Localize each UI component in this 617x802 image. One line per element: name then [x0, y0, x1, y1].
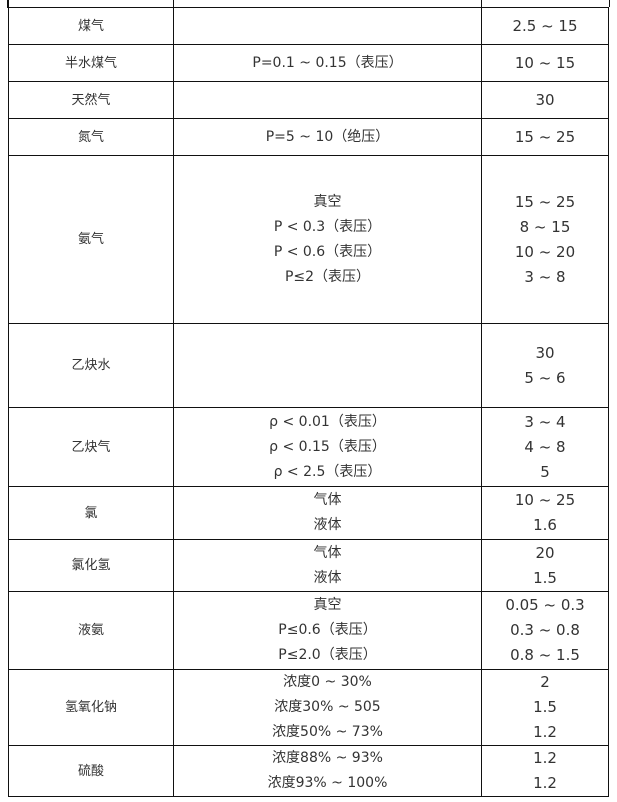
- condition-line: ρ < 2.5（表压）: [273, 463, 382, 480]
- velocity-value: 15 ~ 25: [514, 192, 576, 211]
- condition-cell: [173, 8, 481, 44]
- condition-line: 浓度0 ~ 30%: [283, 674, 372, 690]
- table-row: 天然气 30: [8, 82, 609, 119]
- condition-line: 液体: [313, 569, 342, 586]
- condition-cell: P=0.1 ~ 0.15（表压）: [173, 45, 481, 81]
- condition-line: 浓度30% ~ 505: [274, 699, 381, 715]
- table-row: 氮气 P=5 ~ 10（绝压） 15 ~ 25: [8, 119, 609, 156]
- velocity-value: 5 ~ 6: [524, 368, 566, 387]
- condition-cell: 气体 液体: [173, 540, 481, 591]
- velocity-value: 0.3 ~ 0.8: [510, 621, 580, 639]
- border-stub: [8, 0, 9, 7]
- table-row: 氨气 真空 P < 0.3（表压） P < 0.6（表压） P≤2（表压） 15 ~ 25…: [8, 156, 609, 324]
- velocity-value: 1.5: [533, 698, 557, 716]
- medium-cell: 煤气: [8, 8, 173, 44]
- velocity-value: 2: [540, 673, 550, 691]
- velocity-value: 10 ~ 15: [514, 53, 576, 72]
- medium-cell: 液氨: [8, 592, 173, 669]
- condition-line: P=5 ~ 10（绝压）: [265, 128, 390, 145]
- table-row: 氢氧化钠 浓度0 ~ 30% 浓度30% ~ 505 浓度50% ~ 73% 2 1.5 1…: [8, 670, 609, 746]
- velocity-value: 3 ~ 4: [524, 412, 566, 431]
- velocity-cell: 1.2 1.2: [481, 746, 609, 796]
- border-stub: [609, 0, 610, 7]
- medium-cell: 氨气: [8, 156, 173, 323]
- velocity-value: 0.8 ~ 1.5: [510, 646, 580, 664]
- velocity-value: 30: [535, 343, 555, 362]
- medium-cell: 乙炔水: [8, 324, 173, 407]
- velocity-value: 1.2: [533, 749, 557, 767]
- condition-cell: ρ < 0.01（表压） ρ < 0.15（表压） ρ < 2.5（表压）: [173, 408, 481, 486]
- condition-cell: P=5 ~ 10（绝压）: [173, 119, 481, 155]
- condition-cell: 浓度0 ~ 30% 浓度30% ~ 505 浓度50% ~ 73%: [173, 670, 481, 745]
- condition-cell: 真空 P≤0.6（表压） P≤2.0（表压）: [173, 592, 481, 669]
- velocity-cell: 20 1.5: [481, 540, 609, 591]
- velocity-value: 1.2: [533, 774, 557, 792]
- velocity-cell: 15 ~ 25 8 ~ 15 10 ~ 20 3 ~ 8: [481, 156, 609, 323]
- table-row: 液氨 真空 P≤0.6（表压） P≤2.0（表压） 0.05 ~ 0.3 0.3 ~ 0.…: [8, 592, 609, 670]
- table-row: 硫酸 浓度88% ~ 93% 浓度93% ~ 100% 1.2 1.2: [8, 746, 609, 797]
- condition-line: P≤0.6（表压）: [278, 622, 377, 638]
- medium-cell: 半水煤气: [8, 45, 173, 81]
- condition-cell: [173, 82, 481, 118]
- border-stub: [173, 0, 174, 7]
- medium-cell: 天然气: [8, 82, 173, 118]
- condition-line: P=0.1 ~ 0.15（表压）: [252, 54, 403, 71]
- velocity-cell: 2.5 ~ 15: [481, 8, 609, 44]
- condition-line: 真空: [313, 193, 342, 210]
- velocity-value: 1.6: [533, 516, 557, 534]
- condition-line: P < 0.3（表压）: [273, 218, 382, 235]
- velocity-value: 2.5 ~ 15: [512, 16, 578, 35]
- condition-cell: 气体 液体: [173, 487, 481, 539]
- velocity-cell: 30 5 ~ 6: [481, 324, 609, 407]
- condition-line: P < 0.6（表压）: [273, 243, 382, 260]
- condition-line: ρ < 0.15（表压）: [269, 438, 386, 455]
- velocity-cell: 10 ~ 15: [481, 45, 609, 81]
- velocity-value: 3 ~ 8: [524, 267, 566, 286]
- condition-line: P≤2.0（表压）: [278, 647, 377, 663]
- velocity-cell: 10 ~ 25 1.6: [481, 487, 609, 539]
- velocity-cell: 30: [481, 82, 609, 118]
- condition-cell: [173, 324, 481, 407]
- velocity-value: 20: [535, 543, 555, 562]
- velocity-value: 8 ~ 15: [519, 217, 571, 236]
- velocity-value: 4 ~ 8: [524, 437, 566, 456]
- table-row: 乙炔水 30 5 ~ 6: [8, 324, 609, 408]
- velocity-value: 30: [535, 90, 555, 109]
- velocity-cell: 15 ~ 25: [481, 119, 609, 155]
- condition-line: 液体: [313, 517, 342, 533]
- table-row: 乙炔气 ρ < 0.01（表压） ρ < 0.15（表压） ρ < 2.5（表压） 3 …: [8, 408, 609, 487]
- medium-cell: 氯化氢: [8, 540, 173, 591]
- table-row: 氯气体 液体 10 ~ 25 1.6: [8, 487, 609, 540]
- condition-line: 浓度93% ~ 100%: [267, 775, 388, 791]
- velocity-value: 0.05 ~ 0.3: [505, 596, 585, 614]
- border-stub: [481, 0, 482, 7]
- velocity-value: 10 ~ 20: [514, 242, 576, 261]
- medium-cell: 氢氧化钠: [8, 670, 173, 745]
- condition-line: 真空: [313, 597, 342, 613]
- velocity-cell: 2 1.5 1.2: [481, 670, 609, 745]
- condition-line: P≤2（表压）: [284, 268, 371, 285]
- medium-cell: 硫酸: [8, 746, 173, 796]
- condition-line: 气体: [313, 544, 342, 561]
- medium-cell: 氮气: [8, 119, 173, 155]
- table-row: 煤气 2.5 ~ 15: [8, 8, 609, 45]
- velocity-value: 1.2: [533, 723, 557, 741]
- table-row: 氯化氢 气体 液体 20 1.5: [8, 540, 609, 592]
- condition-line: 浓度50% ~ 73%: [272, 724, 383, 740]
- condition-line: 气体: [313, 492, 342, 508]
- velocity-value: 10 ~ 25: [514, 491, 576, 509]
- condition-cell: 真空 P < 0.3（表压） P < 0.6（表压） P≤2（表压）: [173, 156, 481, 323]
- velocity-value: 15 ~ 25: [514, 127, 576, 146]
- velocity-cell: 3 ~ 4 4 ~ 8 5: [481, 408, 609, 486]
- table-row: 半水煤气 P=0.1 ~ 0.15（表压） 10 ~ 15: [8, 45, 609, 82]
- velocity-value: 5: [540, 462, 550, 481]
- velocity-value: 1.5: [533, 568, 557, 587]
- medium-cell: 乙炔气: [8, 408, 173, 486]
- flow-velocity-table: 煤气 2.5 ~ 15 半水煤气 P=0.1 ~ 0.15（表压） 10 ~ 15 天然气…: [7, 0, 609, 797]
- condition-cell: 浓度88% ~ 93% 浓度93% ~ 100%: [173, 746, 481, 796]
- velocity-cell: 0.05 ~ 0.3 0.3 ~ 0.8 0.8 ~ 1.5: [481, 592, 609, 669]
- condition-line: 浓度88% ~ 93%: [272, 750, 383, 766]
- medium-cell: 氯: [8, 487, 173, 539]
- condition-line: ρ < 0.01（表压）: [269, 413, 386, 430]
